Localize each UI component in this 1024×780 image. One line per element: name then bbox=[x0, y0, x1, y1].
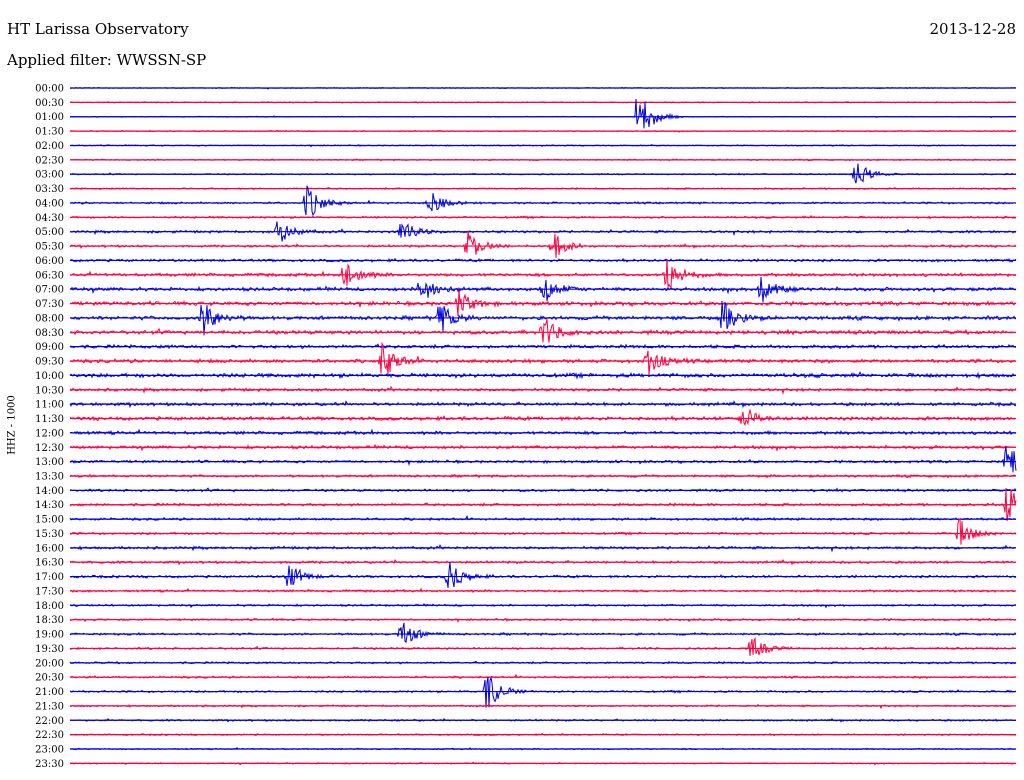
trace-1300 bbox=[69, 446, 1017, 473]
row-label: 14:00 bbox=[35, 486, 64, 497]
row-label: 05:00 bbox=[35, 227, 64, 238]
trace-1530 bbox=[69, 517, 1017, 545]
row-label: 02:30 bbox=[35, 155, 64, 166]
trace-1900 bbox=[69, 622, 1017, 644]
row-label: 01:30 bbox=[35, 127, 64, 138]
row-label: 05:30 bbox=[35, 242, 64, 253]
trace-1500 bbox=[69, 514, 1016, 522]
row-label: 07:30 bbox=[35, 299, 64, 310]
row-label: 20:30 bbox=[35, 673, 64, 684]
row-label: 22:30 bbox=[35, 730, 64, 741]
date-label: 2013-12-28 bbox=[929, 20, 1016, 38]
row-label: 18:30 bbox=[35, 615, 64, 626]
row-label: 23:00 bbox=[35, 745, 64, 756]
row-label: 02:00 bbox=[35, 141, 64, 152]
row-label: 00:30 bbox=[35, 98, 64, 109]
trace-0800 bbox=[69, 300, 1017, 336]
row-label: 20:00 bbox=[35, 658, 64, 669]
trace-0400 bbox=[69, 185, 1017, 217]
row-label: 01:00 bbox=[35, 112, 64, 123]
filter-label: Applied filter: WWSSN-SP bbox=[7, 51, 207, 69]
row-label: 09:00 bbox=[35, 342, 64, 353]
row-label: 17:00 bbox=[35, 572, 64, 583]
row-label: 19:30 bbox=[35, 644, 64, 655]
trace-1700 bbox=[69, 562, 1017, 589]
row-label: 03:30 bbox=[35, 184, 64, 195]
row-label: 03:00 bbox=[35, 170, 64, 181]
row-label: 00:00 bbox=[35, 84, 64, 95]
row-label: 08:30 bbox=[35, 328, 64, 339]
trace-0300 bbox=[69, 163, 1017, 184]
row-label: 16:00 bbox=[35, 543, 64, 554]
row-label: 13:00 bbox=[35, 457, 64, 468]
row-label: 19:00 bbox=[35, 630, 64, 641]
row-label: 06:30 bbox=[35, 270, 64, 281]
row-label: 06:00 bbox=[35, 256, 64, 267]
row-label: 10:30 bbox=[35, 385, 64, 396]
trace-1930 bbox=[69, 636, 1017, 656]
row-label: 18:00 bbox=[35, 601, 64, 612]
traces bbox=[69, 86, 1017, 766]
row-label: 17:30 bbox=[35, 586, 64, 597]
row-label: 23:30 bbox=[35, 759, 64, 770]
row-label: 13:30 bbox=[35, 471, 64, 482]
trace-0530 bbox=[69, 230, 1017, 258]
row-label: 09:30 bbox=[35, 357, 64, 368]
trace-0630 bbox=[69, 258, 1017, 290]
row-label: 15:00 bbox=[35, 515, 64, 526]
trace-0100 bbox=[69, 98, 1017, 129]
station-title: HT Larissa Observatory bbox=[7, 20, 189, 38]
row-label: 14:30 bbox=[35, 500, 64, 511]
trace-2100 bbox=[69, 675, 1017, 708]
trace-0930 bbox=[69, 341, 1017, 375]
row-label: 08:00 bbox=[35, 313, 64, 324]
row-label: 12:30 bbox=[35, 443, 64, 454]
row-label: 04:30 bbox=[35, 213, 64, 224]
row-label: 22:00 bbox=[35, 716, 64, 727]
row-labels: 00:00 00:30 01:00 01:30 02:00 02:30 03:00 03:30… bbox=[35, 84, 64, 770]
row-label: 15:30 bbox=[35, 529, 64, 540]
row-label: 04:00 bbox=[35, 198, 64, 209]
row-label: 07:00 bbox=[35, 285, 64, 296]
row-label: 21:30 bbox=[35, 701, 64, 712]
row-label: 21:00 bbox=[35, 687, 64, 698]
row-label: 11:30 bbox=[35, 414, 64, 425]
row-label: 12:00 bbox=[35, 428, 64, 439]
trace-1130 bbox=[69, 408, 1017, 427]
row-label: 10:00 bbox=[35, 371, 64, 382]
row-label: 11:00 bbox=[35, 400, 64, 411]
row-label: 16:30 bbox=[35, 558, 64, 569]
